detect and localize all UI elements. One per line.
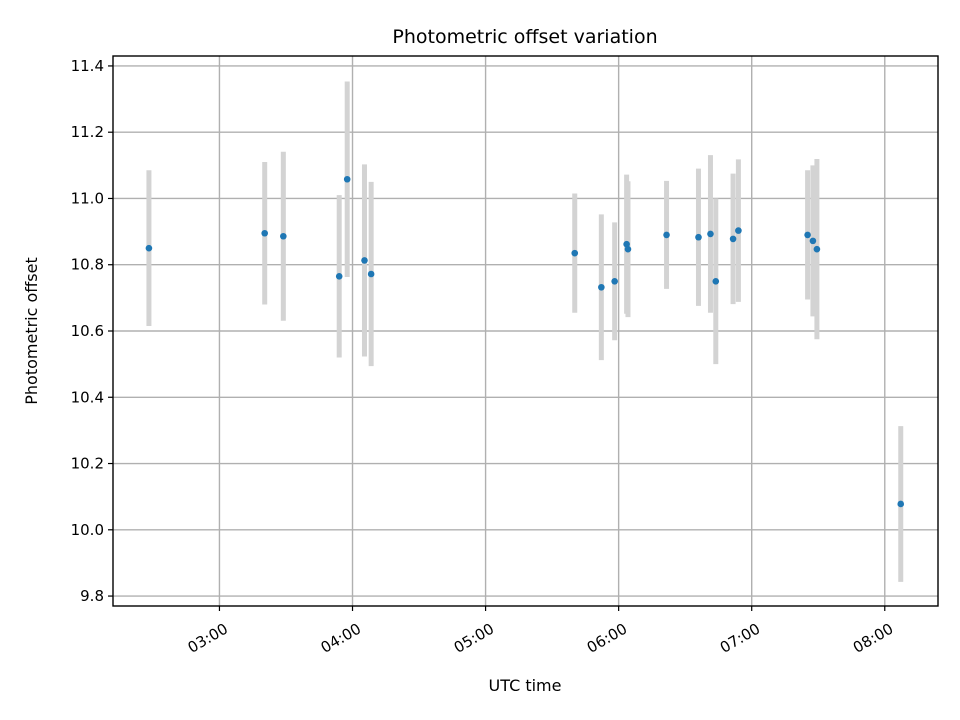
- y-tick-label: 10.2: [71, 455, 104, 473]
- y-tick-label: 10.8: [71, 256, 104, 274]
- data-point: [280, 232, 287, 240]
- y-tick-label: 10.6: [71, 322, 104, 340]
- y-axis-label: Photometric offset: [22, 257, 41, 405]
- data-points: [145, 175, 905, 508]
- data-point: [663, 231, 670, 239]
- data-point: [623, 240, 630, 248]
- x-axis-label: UTC time: [489, 676, 562, 695]
- data-point: [598, 283, 605, 291]
- data-point: [611, 278, 618, 285]
- y-tick-label: 10.0: [71, 521, 104, 539]
- data-point: [897, 500, 905, 508]
- y-tick-label: 11.2: [71, 123, 104, 141]
- data-point: [343, 175, 351, 183]
- data-point: [712, 278, 720, 285]
- data-point: [624, 245, 632, 253]
- data-point: [571, 249, 579, 257]
- data-point: [335, 273, 343, 280]
- y-tick-label: 11.4: [71, 57, 104, 75]
- data-point: [367, 270, 375, 278]
- data-point: [707, 230, 714, 238]
- y-tick-label: 11.0: [71, 189, 104, 207]
- data-point: [695, 233, 702, 241]
- data-point: [361, 257, 368, 264]
- data-point: [735, 227, 742, 234]
- grid: [113, 56, 938, 606]
- y-axis: 9.8 10.0 10.2 10.4 10.6 10.8 11.0 11.2 11.4: [71, 57, 113, 605]
- data-point: [813, 245, 821, 253]
- data-point: [729, 235, 737, 243]
- data-point: [261, 229, 268, 237]
- y-tick-label: 9.8: [80, 587, 104, 605]
- data-point: [145, 244, 153, 252]
- data-point: [804, 231, 811, 239]
- chart-title: Photometric offset variation: [392, 26, 657, 48]
- data-point: [809, 237, 817, 245]
- y-tick-label: 10.4: [71, 388, 104, 406]
